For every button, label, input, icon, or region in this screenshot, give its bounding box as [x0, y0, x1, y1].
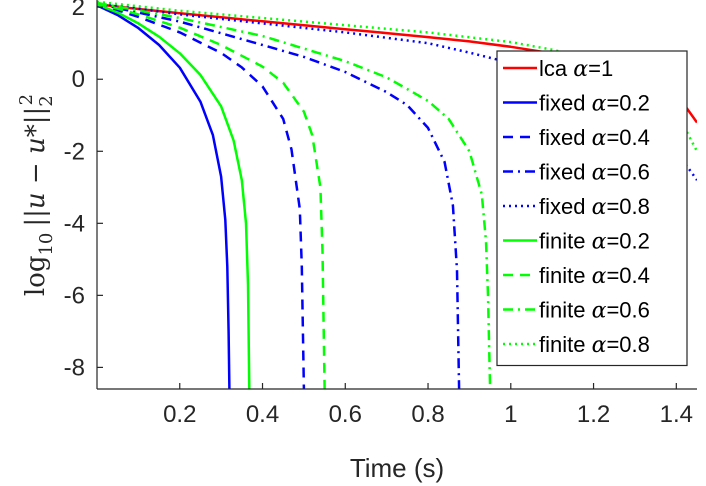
series-layer	[97, 0, 697, 389]
legend-label-6: finite α=0.2	[539, 229, 650, 255]
y-axis-label-norm-superscript: 2	[16, 94, 37, 105]
series-line-5	[97, 1, 697, 181]
x-tick-label: 0.4	[246, 401, 279, 428]
series-line-2	[97, 4, 231, 389]
legend-label-3: fixed α=0.4	[539, 125, 650, 151]
x-tick-label: 0.2	[163, 401, 196, 428]
y-axis-label-norm-subscript: 2	[36, 95, 57, 106]
x-tick-label: 0.6	[329, 401, 362, 428]
x-tick-label: 1.2	[577, 401, 610, 428]
legend-label-4: fixed α=0.6	[539, 160, 650, 186]
y-axis-label-subscript: 10	[36, 233, 57, 256]
legend-label-1: lca α=1	[539, 56, 613, 82]
y-axis-label-expression: ||u − u*||	[21, 107, 51, 227]
x-axis-label: Time (s)	[350, 453, 444, 483]
x-tick-label: 0.8	[411, 401, 444, 428]
series-line-6	[97, 3, 251, 389]
legend-label-8: finite α=0.6	[539, 298, 650, 324]
series-line-4	[97, 2, 461, 389]
y-tick-label: -4	[64, 210, 85, 237]
legend-label-2: fixed α=0.2	[539, 91, 650, 117]
legend: lca α=1 fixed α=0.2 fixed α=0.4 fixed α=0.6…	[496, 50, 688, 367]
x-tick-label: 1	[504, 401, 517, 428]
x-tick-label: 1.4	[660, 401, 693, 428]
axes-layer	[96, 0, 697, 390]
y-tick-label: -6	[64, 282, 85, 309]
legend-label-9: finite α=0.8	[539, 332, 650, 358]
legend-label-7: finite α=0.4	[539, 263, 650, 289]
series-line-8	[97, 1, 492, 389]
ticks-layer: 0.2 0.4 0.6 0.8 1 1.2 1.4 2 0 -2 -4 -6 -8	[64, 0, 693, 428]
y-tick-label: -8	[64, 354, 85, 381]
y-axis-label: log10||u − u*||22	[16, 94, 57, 296]
y-tick-label: 0	[72, 66, 85, 93]
series-line-3	[97, 2, 306, 389]
y-axis-label-base: log	[21, 256, 51, 297]
legend-label-5: fixed α=0.8	[539, 194, 650, 220]
y-tick-label: 2	[72, 0, 85, 21]
y-tick-label: -2	[64, 138, 85, 165]
series-line-7	[97, 1, 326, 389]
